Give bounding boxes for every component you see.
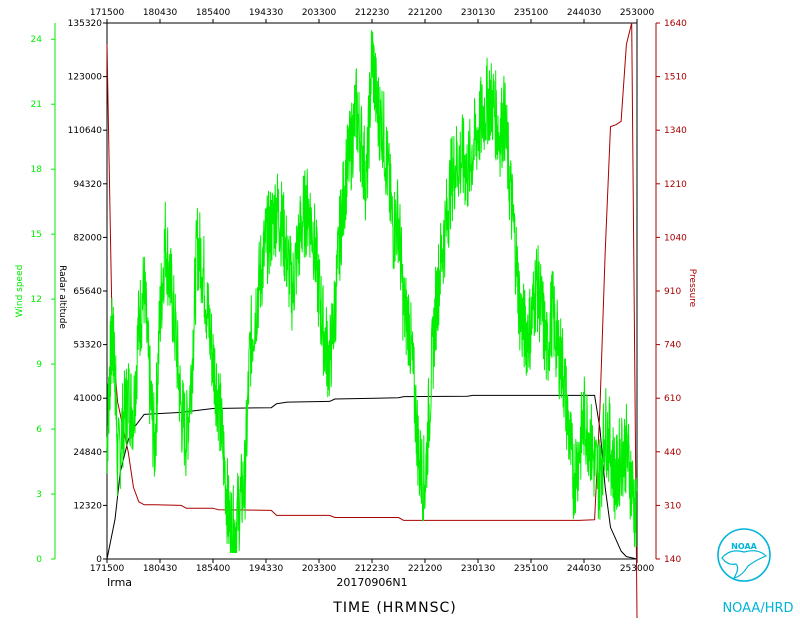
pressure-tick-label: 440 <box>664 448 681 458</box>
top-x-tick-label: 212230 <box>355 8 390 18</box>
top-x-tick-label: 203300 <box>302 8 337 18</box>
noaa-logo-bird <box>721 550 768 579</box>
wind-speed-line <box>106 29 638 553</box>
pressure-tick-label: 1210 <box>664 180 687 190</box>
bottom-x-tick-label: 244030 <box>567 564 602 574</box>
flight-id: 20170906N1 <box>336 576 407 589</box>
altitude-tick-label: 123000 <box>68 73 103 83</box>
storm-name: Irma <box>107 576 132 589</box>
wind-tick-label: 21 <box>31 100 42 110</box>
pressure-tick-label: 140 <box>664 555 681 565</box>
top-x-tick-label: 221200 <box>408 8 443 18</box>
altitude-tick-label: 135320 <box>68 19 103 29</box>
top-x-tick-label: 235100 <box>514 8 549 18</box>
noaa-logo-ring <box>717 528 771 582</box>
pressure-tick-label: 1340 <box>664 126 687 136</box>
noaa-logo-badge: NOAA <box>731 542 757 551</box>
x-axis-title: TIME (HRMNSC) <box>332 600 456 616</box>
bottom-x-tick-label: 235100 <box>514 564 549 574</box>
wind-tick-label: 18 <box>31 165 43 175</box>
altitude-tick-label: 12320 <box>73 501 102 511</box>
top-x-tick-label: 180430 <box>143 8 178 18</box>
noaa-logo: NOAA <box>717 528 771 582</box>
altitude-tick-label: 0 <box>96 555 102 565</box>
wind-tick-label: 12 <box>31 295 42 305</box>
wind-tick-label: 3 <box>36 490 42 500</box>
pressure-axis-title: Pressure <box>687 269 697 308</box>
pressure-tick-label: 1640 <box>664 19 687 29</box>
wind-tick-label: 0 <box>36 555 42 565</box>
pressure-tick-label: 610 <box>664 394 681 404</box>
wind-speed-axis-title: Wind speed <box>15 265 25 318</box>
bottom-x-tick-label: 171500 <box>90 564 125 574</box>
radar-altitude-axis: 0 12320 24840 41000 53320 65640 82000 94320 1106… <box>68 19 107 565</box>
noaa-hrd-label: NOAA/HRD <box>722 601 793 616</box>
bottom-x-tick-label: 212230 <box>355 564 390 574</box>
wind-tick-label: 6 <box>36 425 42 435</box>
wind-tick-label: 9 <box>36 360 42 370</box>
pressure-line <box>106 22 638 619</box>
pressure-tick-label: 1040 <box>664 233 687 243</box>
altitude-tick-label: 53320 <box>73 341 102 351</box>
plot-frame <box>106 22 638 560</box>
bottom-x-tick-label: 203300 <box>302 564 337 574</box>
altitude-tick-label: 24840 <box>73 448 102 458</box>
pressure-tick-label: 740 <box>664 341 681 351</box>
top-x-tick-label: 230130 <box>461 8 496 18</box>
top-x-tick-label: 244030 <box>567 8 602 18</box>
bottom-x-tick-label: 253000 <box>620 564 655 574</box>
altitude-tick-label: 65640 <box>73 287 102 297</box>
pressure-tick-label: 310 <box>664 501 681 511</box>
top-x-axis: 171500 180430 185400 194330 203300 212230 2212… <box>90 8 655 23</box>
bottom-x-tick-label: 194330 <box>249 564 284 574</box>
top-x-tick-label: 171500 <box>90 8 125 18</box>
top-x-tick-label: 253000 <box>620 8 655 18</box>
altitude-tick-label: 41000 <box>73 394 102 404</box>
series-layer <box>106 22 638 619</box>
bottom-x-tick-label: 185400 <box>196 564 231 574</box>
altitude-tick-label: 94320 <box>73 180 102 190</box>
bottom-x-tick-label: 230130 <box>461 564 496 574</box>
top-x-tick-label: 185400 <box>196 8 231 18</box>
bottom-x-tick-label: 180430 <box>143 564 178 574</box>
radar-altitude-axis-title: Radar altitude <box>57 265 67 329</box>
pressure-tick-label: 910 <box>664 287 681 297</box>
pressure-axis: 140 310 440 610 740 910 1040 1210 1340 1510 1640 <box>655 19 687 565</box>
wind-tick-label: 24 <box>31 35 43 45</box>
bottom-x-axis: 171500 180430 185400 194330 203300 212230 2212… <box>90 559 655 574</box>
altitude-tick-label: 82000 <box>73 233 102 243</box>
altitude-tick-label: 110640 <box>68 126 103 136</box>
top-x-tick-label: 194330 <box>249 8 284 18</box>
wind-speed-axis: 0 3 6 9 12 15 18 21 24 <box>31 23 56 565</box>
wind-tick-label: 15 <box>31 230 42 240</box>
bottom-x-tick-label: 221200 <box>408 564 443 574</box>
pressure-tick-label: 1510 <box>664 73 687 83</box>
